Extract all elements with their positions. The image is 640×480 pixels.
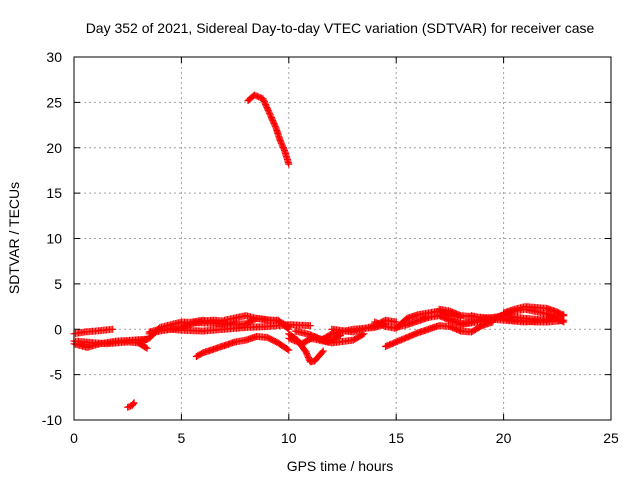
y-axis-label: SDTVAR / TECUs: [6, 182, 22, 294]
data-point: [129, 400, 137, 408]
data-point: [142, 344, 150, 351]
y-tick-label: 15: [46, 185, 62, 201]
chart-title: Day 352 of 2021, Sidereal Day-to-day VTE…: [86, 20, 595, 36]
series-arc-11: [244, 91, 293, 168]
y-tick-label: -10: [42, 412, 62, 428]
data-point: [143, 344, 151, 352]
data-point: [260, 98, 268, 106]
x-tick-label: 0: [70, 430, 78, 446]
data-point: [319, 347, 327, 355]
y-tick-label: 5: [54, 276, 62, 292]
data-point: [284, 345, 292, 353]
y-tick-label: -5: [50, 367, 63, 383]
data-point: [285, 160, 293, 168]
data-point: [559, 311, 566, 319]
y-tick-label: 10: [46, 231, 62, 247]
data-point: [130, 399, 138, 407]
data-point: [318, 348, 326, 356]
series-arc-10: [192, 333, 293, 360]
series-arc-23: [500, 303, 568, 320]
data-point: [560, 312, 568, 320]
x-axis-label: GPS time / hours: [287, 458, 394, 474]
y-tick-label: 25: [46, 94, 62, 110]
x-tick-label: 15: [388, 430, 404, 446]
series-arc-15: [306, 330, 368, 347]
axis-ticks: 0 5 10 15 20 25 -10 -5 0 5 10 15 20 25 30: [42, 49, 619, 446]
y-tick-label: 20: [46, 140, 62, 156]
series-arc-1: [70, 325, 117, 338]
data-point: [109, 325, 117, 333]
series-arc-9: [220, 312, 293, 333]
series-arc-4: [124, 399, 138, 411]
grid: [74, 57, 611, 420]
data-point: [559, 317, 566, 325]
y-tick-label: 0: [54, 321, 62, 337]
data-points: [70, 91, 568, 411]
data-point: [284, 324, 292, 332]
data-point: [560, 318, 568, 326]
x-tick-label: 5: [178, 430, 186, 446]
x-tick-label: 25: [603, 430, 619, 446]
data-point: [285, 346, 293, 354]
series-arc-7: [145, 321, 314, 336]
data-point: [306, 322, 314, 330]
y-tick-label: 30: [46, 49, 62, 65]
x-tick-label: 20: [496, 430, 512, 446]
x-tick-label: 10: [281, 430, 297, 446]
